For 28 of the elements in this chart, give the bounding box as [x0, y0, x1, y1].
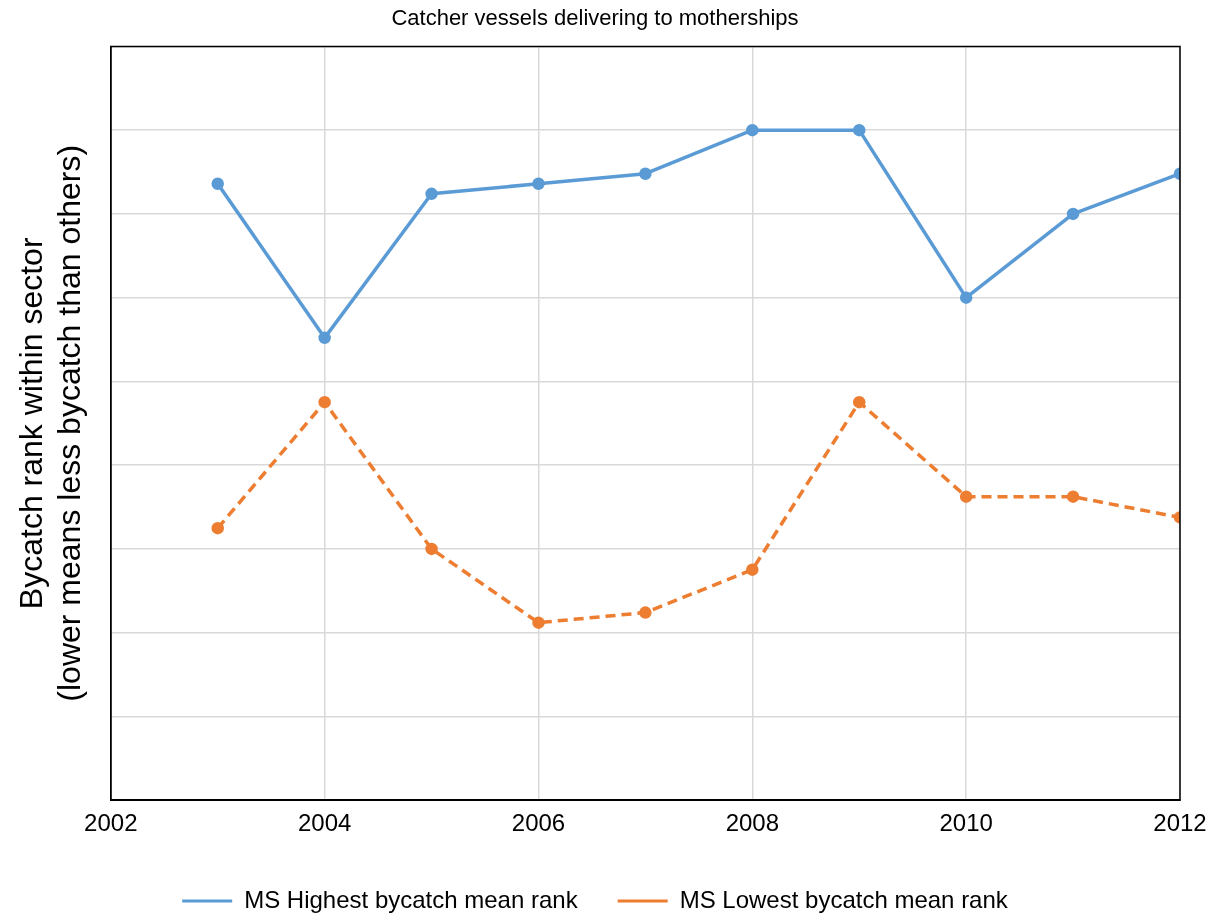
- point: [318, 395, 331, 409]
- point: [532, 177, 545, 191]
- x-tick-label: 2004: [297, 809, 352, 837]
- chart-title: Catcher vessels delivering to motherships: [391, 5, 799, 31]
- point: [746, 563, 759, 576]
- point: [318, 331, 331, 345]
- x-tick-label: 2010: [939, 809, 993, 837]
- point: [639, 606, 652, 619]
- x-tick-label: 2008: [725, 809, 780, 837]
- point: [211, 177, 224, 191]
- legend-label: MS Highest bycatch mean rank: [244, 885, 579, 913]
- legend-label: MS Lowest bycatch mean rank: [679, 885, 1009, 913]
- point: [852, 123, 866, 137]
- point: [959, 490, 973, 503]
- point: [639, 167, 652, 180]
- point: [1066, 490, 1080, 503]
- x-tick-label: 2006: [511, 809, 566, 837]
- y-axis-title: Bycatch rank within sector (lower means less bycatch than others): [13, 144, 88, 702]
- point: [852, 395, 866, 409]
- point: [746, 123, 759, 137]
- point: [425, 187, 438, 201]
- point: [1066, 207, 1080, 221]
- point: [532, 616, 545, 629]
- point: [959, 291, 973, 304]
- point: [425, 542, 438, 556]
- point: [211, 521, 224, 535]
- x-tick-label: 2012: [1153, 809, 1207, 837]
- x-tick-label: 2002: [84, 809, 138, 837]
